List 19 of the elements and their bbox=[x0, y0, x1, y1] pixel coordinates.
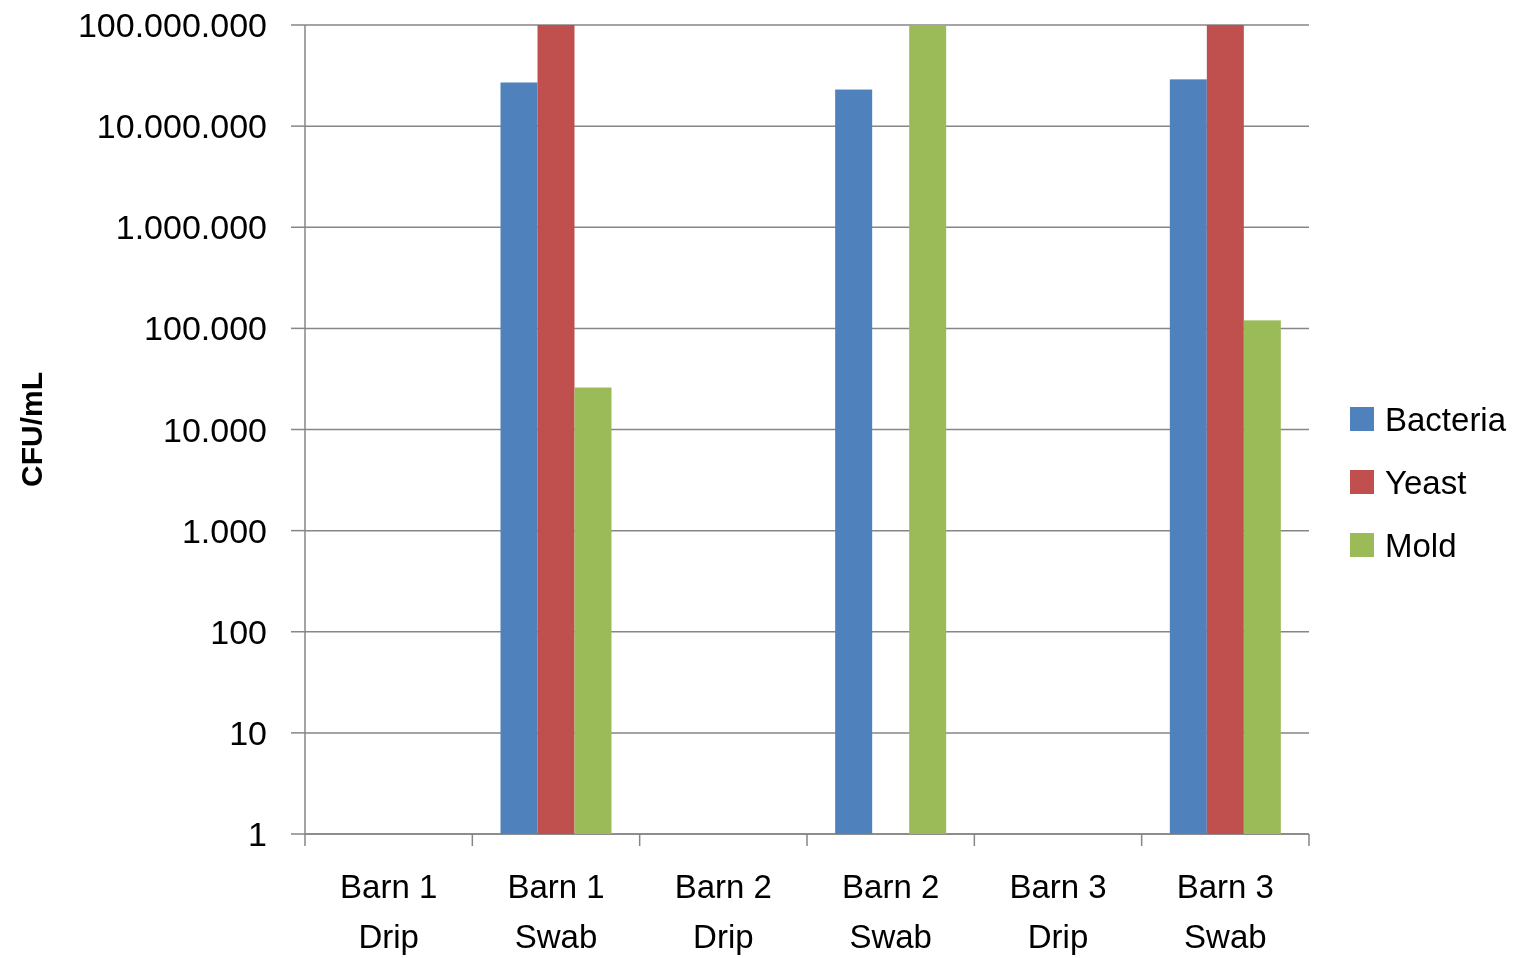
y-tick-label: 10.000.000 bbox=[96, 107, 267, 146]
y-tick-label: 1 bbox=[248, 815, 267, 853]
y-tick-label: 10.000 bbox=[163, 410, 267, 449]
legend-label: Bacteria bbox=[1385, 400, 1507, 438]
x-tick-label: Barn 3 Swab bbox=[1176, 868, 1274, 955]
x-tick-label: Barn 1 Drip bbox=[340, 868, 438, 955]
legend-label: Mold bbox=[1385, 526, 1457, 564]
y-tick-label: 1.000.000 bbox=[115, 208, 267, 247]
x-tick-label: Barn 2 Drip bbox=[674, 868, 772, 955]
y-tick-label: 100.000.000 bbox=[77, 6, 267, 44]
y-tick-label: 100.000 bbox=[144, 309, 267, 348]
legend-label: Yeast bbox=[1385, 463, 1467, 501]
x-tick-label: Barn 2 Swab bbox=[842, 868, 940, 955]
y-tick-label: 10 bbox=[229, 713, 267, 752]
x-tick-label: Barn 1 Swab bbox=[507, 868, 605, 955]
x-tick-label: Barn 3 Drip bbox=[1009, 868, 1107, 955]
y-axis-title: CFU/mL bbox=[15, 372, 48, 487]
y-tick-label: 1.000 bbox=[181, 511, 267, 550]
y-tick-label: 100 bbox=[210, 612, 267, 651]
